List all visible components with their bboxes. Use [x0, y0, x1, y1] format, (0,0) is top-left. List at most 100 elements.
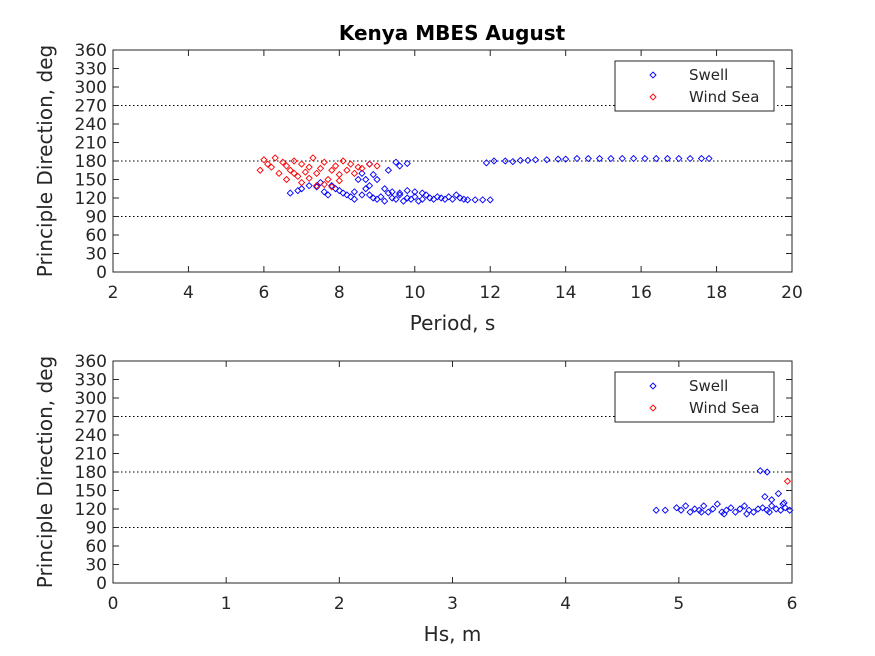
data-point: [554, 155, 562, 163]
data-point: [313, 183, 321, 191]
y-tick-label: 0: [96, 263, 107, 283]
y-tick-label: 150: [75, 171, 107, 191]
data-point: [691, 505, 699, 513]
data-point: [282, 175, 291, 184]
y-tick-label: 210: [75, 134, 107, 154]
data-point: [426, 194, 434, 202]
series-swell: [652, 467, 794, 518]
data-point: [765, 508, 774, 516]
x-tick-label: 5: [673, 594, 684, 614]
data-point: [686, 154, 694, 163]
data-point: [629, 154, 638, 163]
data-point: [339, 189, 347, 197]
data-point: [704, 508, 712, 516]
data-point: [607, 154, 615, 163]
data-point: [672, 504, 681, 512]
data-point: [305, 174, 313, 182]
x-tick-label: 6: [258, 283, 269, 303]
y-axis-label: Principle Direction, deg: [33, 356, 57, 588]
data-point: [411, 188, 419, 196]
data-point: [403, 194, 411, 202]
data-point: [354, 175, 362, 184]
data-point: [445, 193, 453, 201]
data-point: [727, 504, 735, 512]
data-point: [675, 154, 683, 163]
data-point: [279, 158, 287, 166]
data-point: [313, 169, 321, 177]
y-tick-label: 90: [85, 208, 107, 228]
data-point: [652, 506, 660, 514]
x-axis-label: Hs, m: [424, 622, 482, 646]
x-tick-label: 2: [108, 283, 119, 303]
data-point: [641, 154, 649, 163]
data-point: [260, 156, 268, 164]
data-point: [369, 194, 377, 202]
legend-marker: [649, 382, 657, 390]
data-point: [384, 166, 393, 174]
data-point: [516, 156, 525, 165]
y-tick-label: 150: [75, 482, 107, 502]
data-point: [347, 193, 355, 201]
series-wind-sea: [783, 477, 792, 485]
data-point: [448, 195, 457, 203]
legend-marker: [649, 71, 657, 79]
data-point: [350, 169, 359, 177]
y-tick-label: 30: [85, 556, 107, 576]
data-point: [767, 502, 776, 510]
legend: Swell Wind Sea: [614, 60, 775, 112]
x-tick-label: 18: [706, 283, 728, 303]
data-point: [697, 508, 706, 516]
data-point: [524, 156, 532, 165]
legend-label: Swell: [689, 66, 728, 84]
data-point: [392, 195, 400, 203]
data-point: [463, 196, 472, 204]
data-point: [335, 177, 343, 185]
data-point: [786, 506, 794, 514]
x-tick-label: 2: [334, 594, 345, 614]
data-point: [700, 502, 708, 510]
data-point: [316, 178, 325, 187]
legend-box: [614, 60, 775, 112]
data-point: [584, 154, 592, 163]
x-tick-label: 10: [404, 283, 426, 303]
data-point: [780, 499, 788, 507]
data-point: [731, 508, 740, 516]
data-point: [380, 197, 389, 205]
data-point: [456, 194, 464, 202]
data-point: [595, 154, 604, 163]
data-point: [331, 162, 340, 170]
data-point: [286, 166, 294, 174]
data-point: [482, 159, 491, 167]
data-point: [709, 505, 717, 513]
series-wind-sea: [256, 154, 381, 191]
data-point: [740, 502, 749, 510]
x-tick-label: 16: [630, 283, 652, 303]
data-point: [324, 175, 332, 184]
y-tick-label: 330: [75, 371, 107, 391]
data-point: [686, 508, 694, 516]
data-point: [380, 185, 389, 193]
data-point: [418, 189, 426, 197]
data-point: [437, 194, 445, 202]
data-point: [305, 182, 313, 190]
data-point: [316, 164, 325, 173]
data-point: [335, 186, 343, 195]
data-point: [343, 191, 351, 199]
legend-box: [614, 371, 775, 423]
x-tick-label: 8: [334, 283, 345, 303]
data-point: [396, 162, 404, 170]
data-point: [411, 193, 419, 201]
data-point: [354, 163, 362, 171]
data-point: [365, 160, 374, 168]
data-point: [677, 506, 685, 514]
y-tick-label: 240: [75, 115, 107, 135]
data-point: [365, 182, 374, 190]
data-point: [661, 506, 669, 514]
y-tick-label: 330: [75, 60, 107, 80]
data-point: [486, 196, 494, 204]
y-tick-label: 120: [75, 189, 107, 209]
data-point: [320, 188, 328, 196]
data-point: [271, 154, 279, 162]
data-point: [328, 182, 336, 190]
